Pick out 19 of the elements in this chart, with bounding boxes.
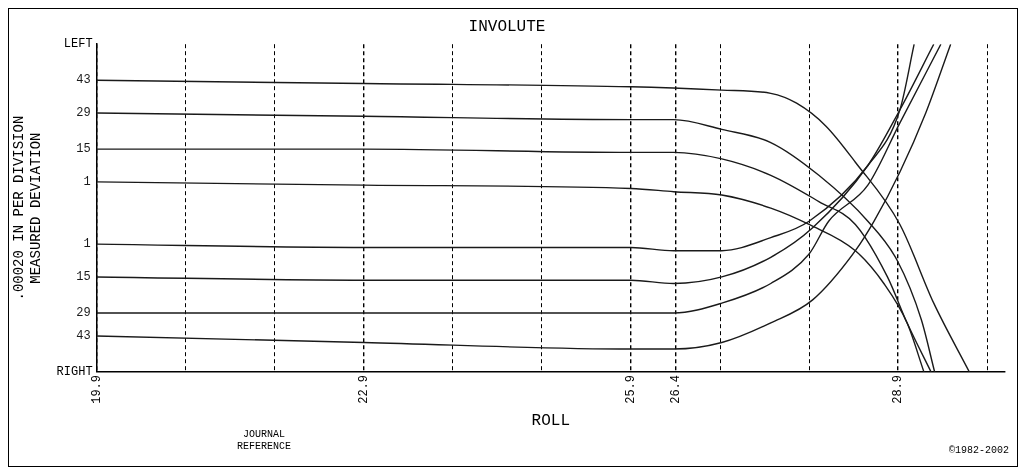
x-tick-label: 19.9 <box>89 375 104 404</box>
y-axis-title: .00020 IN PER DIVISION MEASURED DEVIATION <box>11 115 44 301</box>
x-axis-title: ROLL <box>531 411 570 430</box>
series-label: 29 <box>76 106 91 121</box>
chart-title: INVOLUTE <box>468 17 546 36</box>
series-label: 29 <box>76 306 91 321</box>
series-label: 43 <box>76 329 91 344</box>
series-label: 1 <box>83 175 91 190</box>
text: JOURNAL REFERENCE <box>236 429 292 453</box>
series-label: 15 <box>76 270 91 285</box>
series-label: 1 <box>83 237 91 252</box>
text: LEFT <box>63 37 93 52</box>
series-label: 43 <box>76 73 91 88</box>
x-tick-label: 28.9 <box>891 375 906 404</box>
x-tick-label: 26.4 <box>668 375 683 404</box>
x-tick-label: 25.9 <box>624 375 639 404</box>
x-tick-label: 22.9 <box>356 375 371 404</box>
text: ©1982-2002 <box>948 445 1009 456</box>
series-label: 15 <box>76 142 91 157</box>
